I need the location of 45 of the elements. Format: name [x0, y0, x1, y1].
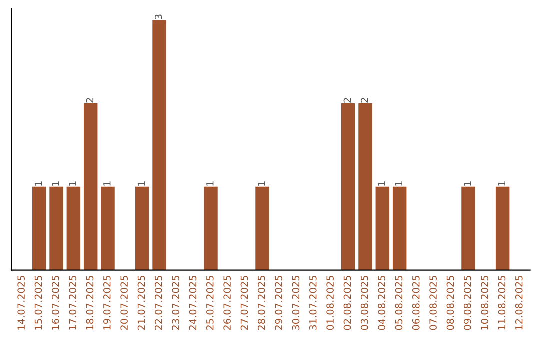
- data-label: 1: [69, 182, 76, 186]
- data-label: 1: [104, 182, 111, 186]
- x-tick-label: 24.07.2025: [189, 276, 197, 330]
- x-tick-label: 27.07.2025: [240, 276, 248, 330]
- data-label: 1: [378, 182, 386, 186]
- data-label: 1: [258, 182, 266, 186]
- x-tick-label: 11.08.2025: [498, 276, 506, 330]
- data-label: 2: [86, 98, 94, 103]
- x-tick-label: 01.08.2025: [326, 276, 334, 330]
- x-tick-label: 05.08.2025: [395, 276, 403, 330]
- x-tick-label: 03.08.2025: [360, 276, 368, 330]
- x-tick-label: 29.07.2025: [275, 276, 282, 330]
- x-tick-label: 18.07.2025: [86, 276, 94, 330]
- x-tick-label: 06.08.2025: [412, 276, 420, 330]
- data-label: 1: [52, 182, 60, 186]
- x-tick-label: 04.08.2025: [378, 276, 386, 330]
- x-tick-label: 28.07.2025: [258, 276, 266, 330]
- x-tick-label: 31.07.2025: [309, 276, 317, 330]
- data-label: 1: [206, 182, 214, 186]
- data-label: 1: [138, 182, 146, 186]
- x-tick-label: 07.08.2025: [430, 276, 437, 330]
- x-tick-label: 12.08.2025: [515, 276, 523, 330]
- data-label: 1: [498, 182, 506, 186]
- x-tick-label: 10.08.2025: [481, 276, 488, 330]
- x-tick-label: 25.07.2025: [206, 276, 214, 330]
- x-tick-label: 15.07.2025: [34, 276, 42, 330]
- x-tick-label: 20.07.2025: [120, 276, 128, 330]
- x-tick-label: 23.07.2025: [172, 276, 180, 330]
- x-tick-label: 08.08.2025: [446, 276, 454, 330]
- x-tick-label: 19.07.2025: [103, 276, 111, 330]
- data-label: 1: [464, 182, 472, 186]
- x-tick-label: 02.08.2025: [344, 276, 352, 330]
- data-label: 2: [360, 98, 368, 103]
- data-label: 2: [344, 98, 352, 103]
- x-tick-label: 21.07.2025: [138, 276, 146, 330]
- data-label: 1: [395, 182, 403, 186]
- data-label: 3: [154, 14, 162, 20]
- x-tick-label: 26.07.2025: [224, 276, 231, 330]
- x-tick-label: 16.07.2025: [52, 276, 60, 330]
- x-tick-label: 17.07.2025: [69, 276, 76, 330]
- data-label: 1: [34, 182, 42, 186]
- x-tick-label: 30.07.2025: [292, 276, 300, 330]
- x-tick-label: 09.08.2025: [464, 276, 472, 330]
- x-tick-label: 22.07.2025: [154, 276, 162, 330]
- x-tick-label: 14.07.2025: [18, 276, 25, 330]
